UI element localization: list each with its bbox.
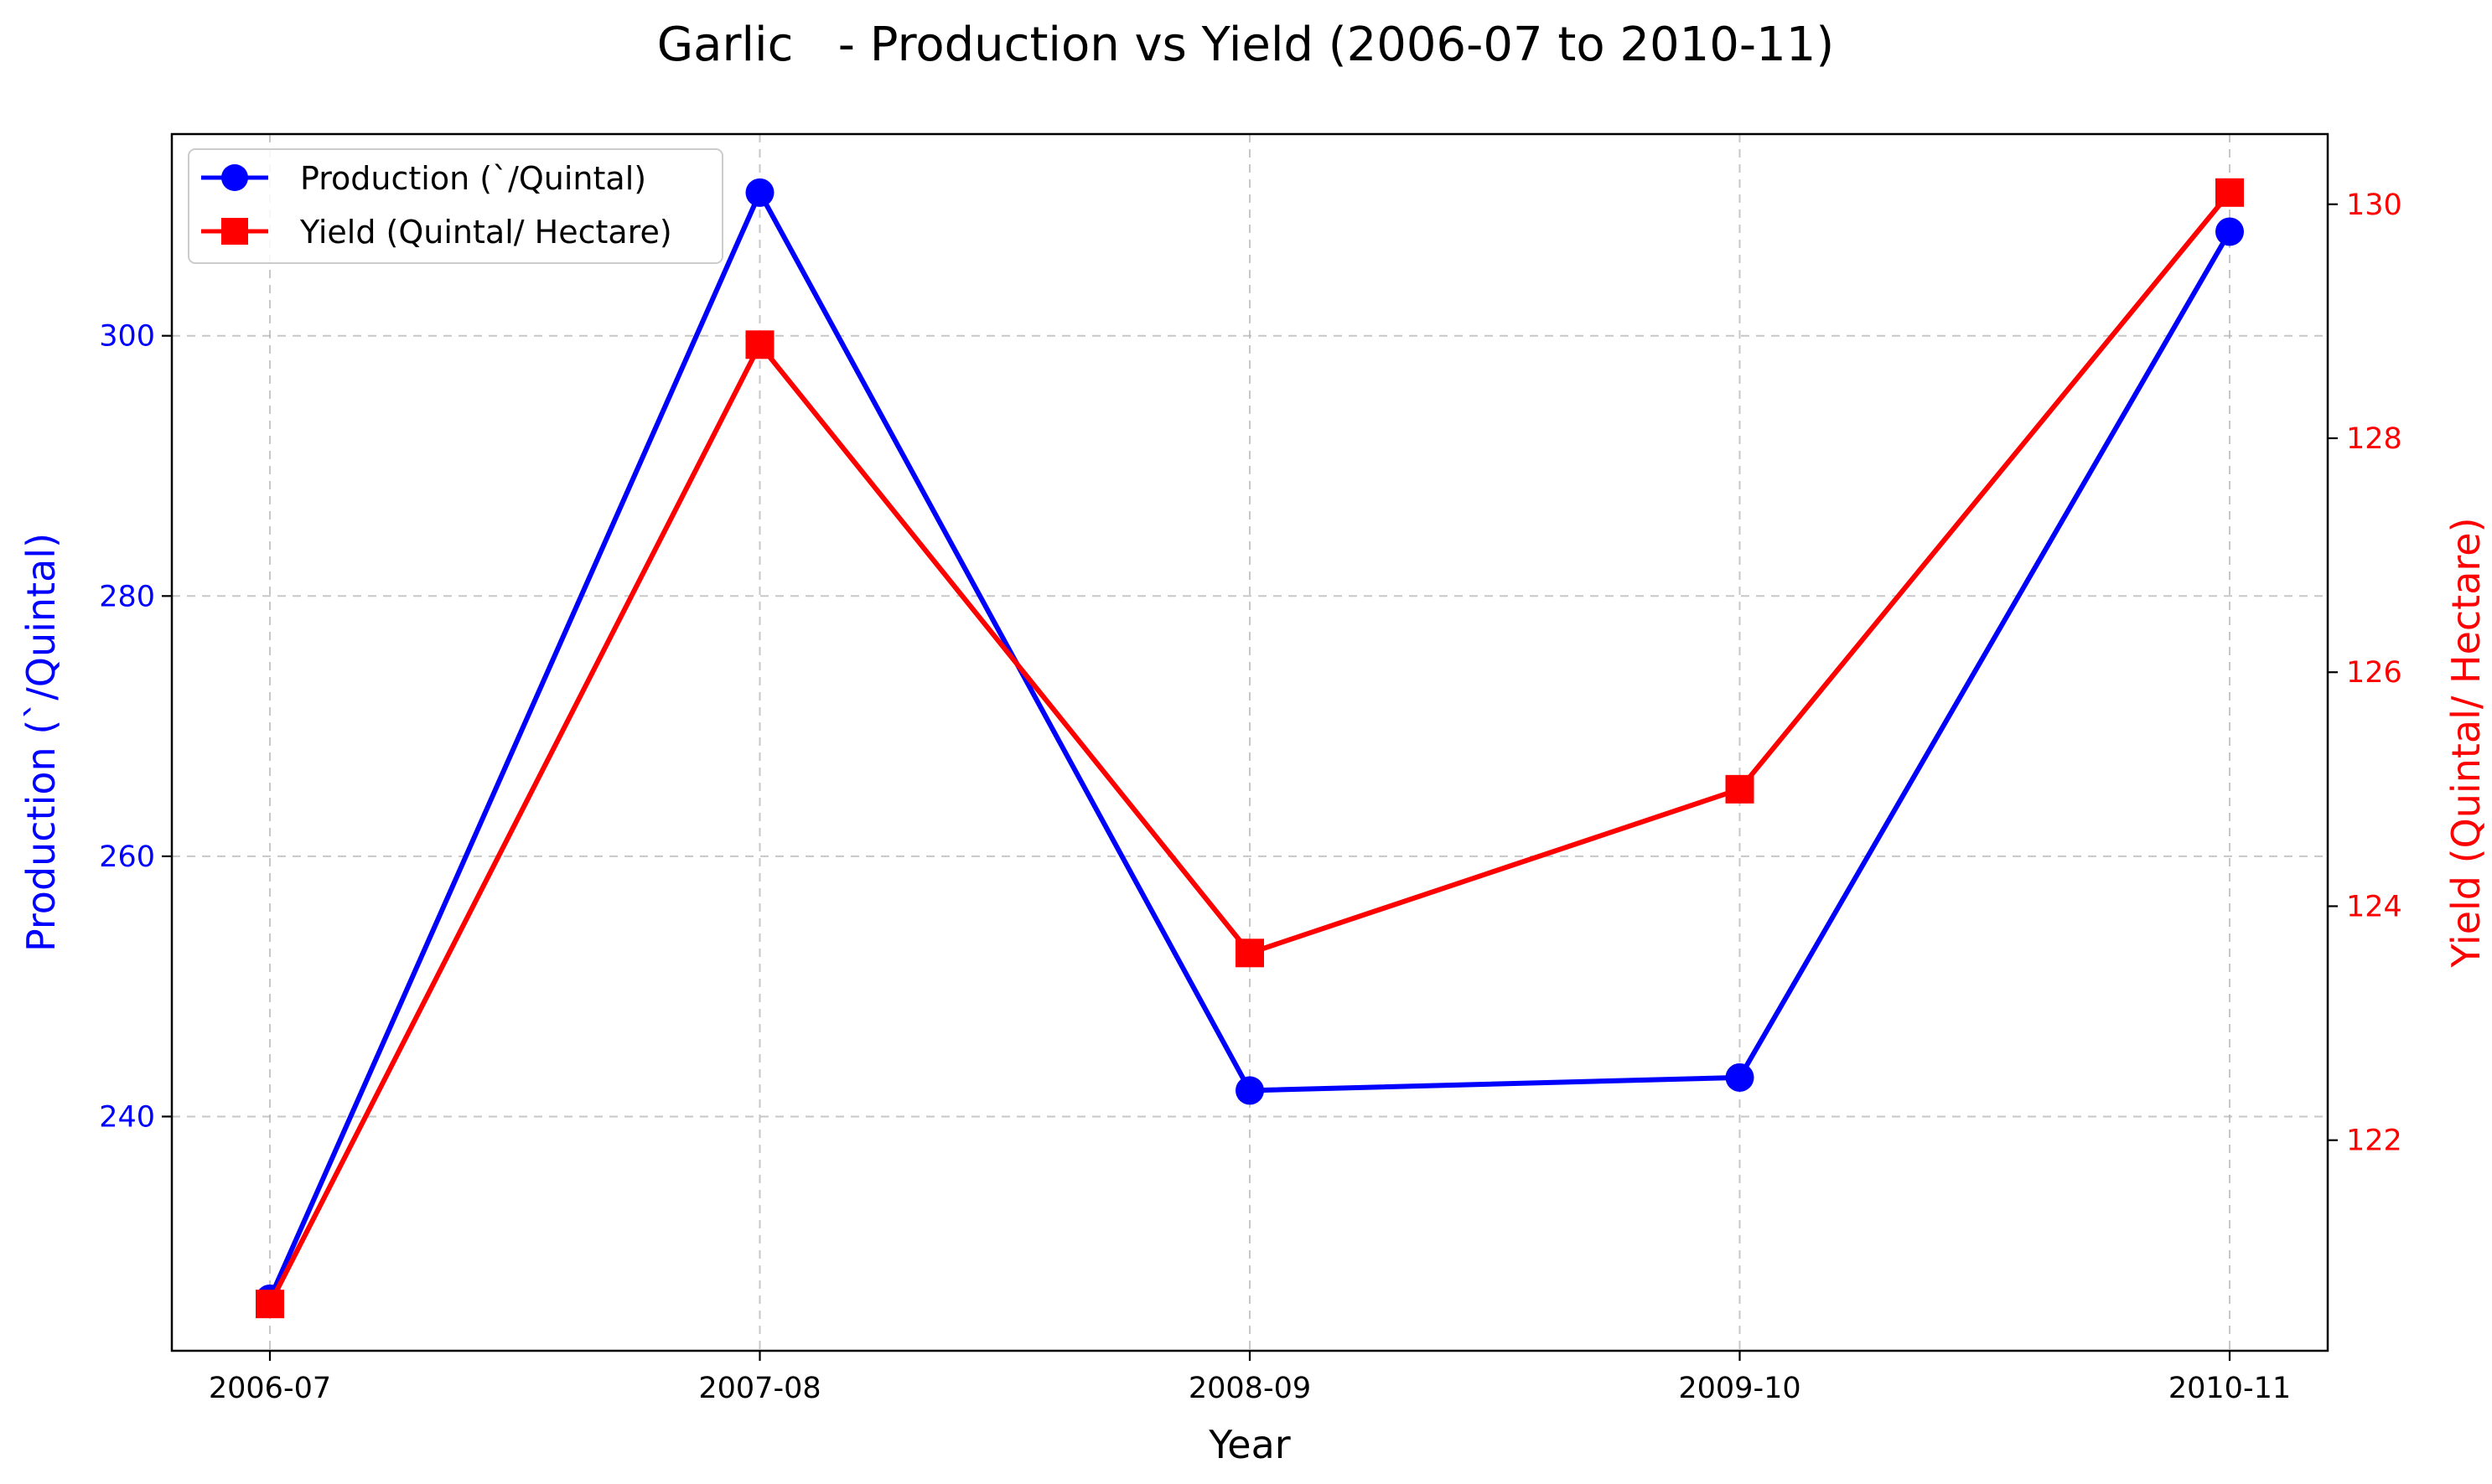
y-tick-label-300: 300: [99, 320, 155, 354]
y-axis-label: Production (`/Quintal): [18, 533, 64, 952]
yield-point-2007-08: [745, 330, 775, 359]
production-point-2008-09: [1236, 1076, 1264, 1105]
production-point-2010-11: [2215, 217, 2244, 246]
x-axis-label: Year: [1208, 1422, 1290, 1467]
y2-tick-label-130: 130: [2346, 189, 2402, 222]
legend: Production (`/Quintal) Yield (Quintal/ H…: [188, 148, 723, 264]
legend-box: [188, 148, 723, 264]
chart-title: Garlic - Production vs Yield (2006-07 to…: [657, 18, 1835, 72]
y2-axis-label: Yield (Quintal/ Hectare): [2443, 517, 2489, 968]
series-layer: [256, 178, 2244, 1319]
yield-point-2006-07: [256, 1290, 284, 1319]
y2-tick-label-126: 126: [2346, 656, 2402, 690]
x-tick-label-2010-11: 2010-11: [2168, 1372, 2291, 1405]
x-tick-label-2009-10: 2009-10: [1678, 1372, 1800, 1405]
legend-production-label: Production (`/Quintal): [300, 160, 646, 197]
legend-production-marker: [221, 164, 248, 191]
y2-tick-label-124: 124: [2346, 890, 2402, 923]
grid-layer: [172, 134, 2328, 1351]
legend-yield-marker: [221, 218, 248, 245]
y-tick-label-280: 280: [99, 580, 155, 613]
x-tick-label-2006-07: 2006-07: [209, 1372, 331, 1405]
y-tick-label-260: 260: [99, 840, 155, 874]
legend-yield-label: Yield (Quintal/ Hectare): [299, 214, 672, 251]
yield-point-2009-10: [1725, 774, 1754, 804]
yield-point-2010-11: [2215, 178, 2244, 207]
x-tick-label-2007-08: 2007-08: [698, 1372, 821, 1405]
production-point-2009-10: [1725, 1063, 1754, 1092]
axis-layer: 2006-07 2007-08 2008-09 2009-10 2010-11 240 26…: [99, 189, 2402, 1405]
y-tick-label-240: 240: [99, 1100, 155, 1134]
y2-tick-label-128: 128: [2346, 422, 2402, 456]
yield-point-2008-09: [1236, 938, 1264, 968]
y2-tick-label-122: 122: [2346, 1125, 2402, 1158]
x-tick-label-2008-09: 2008-09: [1189, 1372, 1311, 1405]
production-point-2007-08: [745, 178, 775, 207]
